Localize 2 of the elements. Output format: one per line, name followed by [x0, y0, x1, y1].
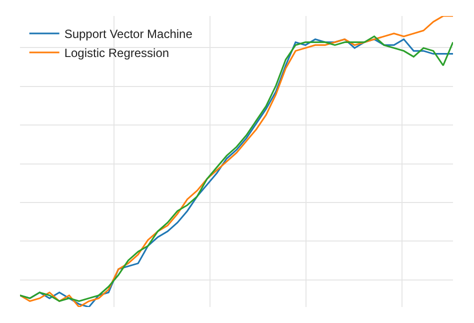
- legend-label: Logistic Regression: [64, 46, 170, 60]
- legend-label: Support Vector Machine: [64, 27, 193, 42]
